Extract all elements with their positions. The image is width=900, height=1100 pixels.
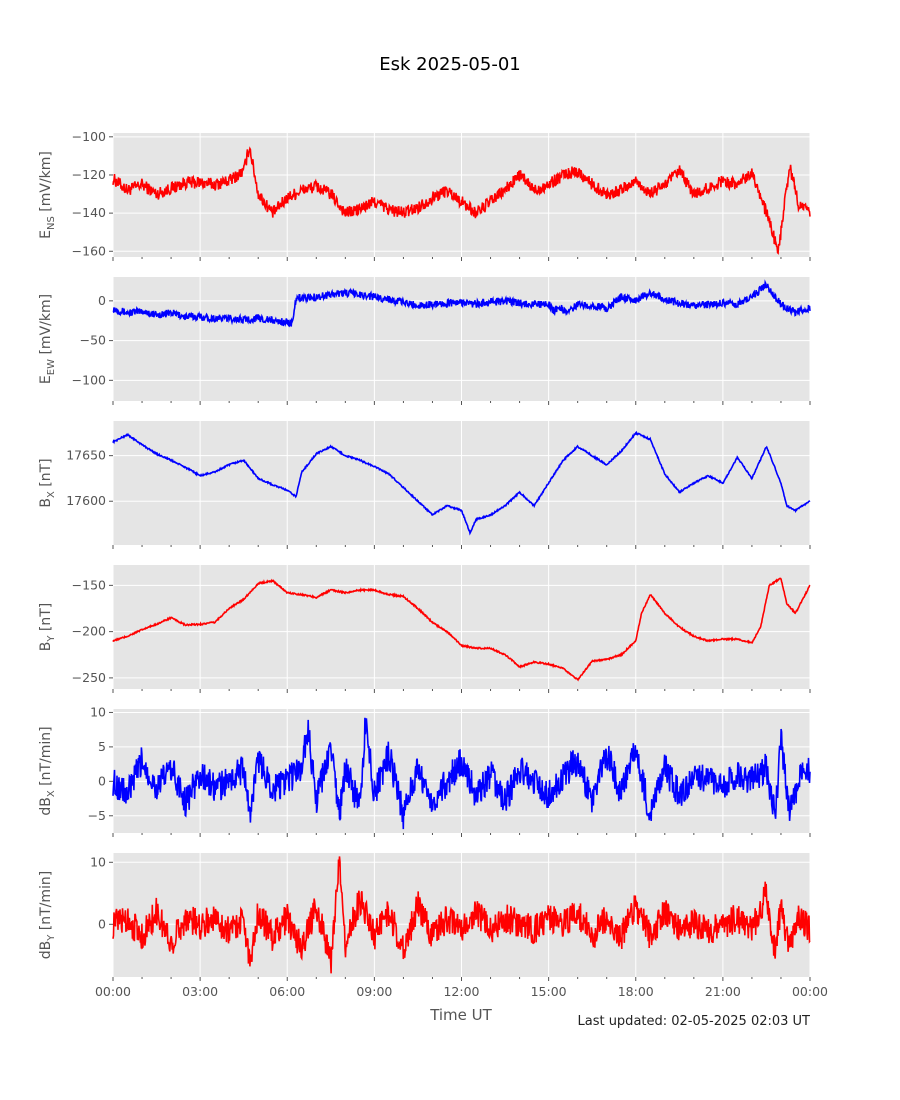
y-tick-label: 10 bbox=[90, 704, 106, 719]
y-tick-label: −150 bbox=[72, 577, 106, 592]
x-tick-label: 03:00 bbox=[182, 984, 218, 999]
y-axis-label: BX [nT] bbox=[38, 458, 57, 507]
y-tick-label: 10 bbox=[90, 854, 106, 869]
y-tick-label: −100 bbox=[72, 129, 106, 144]
y-tick-label: 17650 bbox=[66, 448, 106, 463]
y-tick-label: 0 bbox=[98, 773, 106, 788]
series-line bbox=[112, 279, 811, 328]
x-axis-label: Time UT bbox=[429, 1006, 492, 1024]
panel-6: 10 0 dBY [nT/min] 00:00 03:00 06:00 09:00 12:00… bbox=[38, 853, 828, 999]
panel-5: 10 5 0 −5 dBX [nT/min] bbox=[38, 704, 811, 837]
panel-4: −150 −200 −250 BY [nT] bbox=[38, 565, 811, 693]
series-line bbox=[112, 856, 811, 974]
x-tick-label: 21:00 bbox=[705, 984, 741, 999]
y-axis-label: dBY [nT/min] bbox=[38, 871, 57, 960]
x-tick-label: 00:00 bbox=[792, 984, 828, 999]
y-tick-label: −160 bbox=[72, 243, 106, 258]
y-tick-label: −250 bbox=[72, 670, 106, 685]
y-tick-label: 0 bbox=[98, 293, 106, 308]
x-tick-label: 09:00 bbox=[356, 984, 392, 999]
y-tick-label: −100 bbox=[72, 372, 106, 387]
y-tick-label: 5 bbox=[98, 739, 106, 754]
last-updated-text: Last updated: 02-05-2025 02:03 UT bbox=[577, 1014, 810, 1029]
x-tick-label: 12:00 bbox=[443, 984, 479, 999]
panel-1: −100 −120 −140 −160 ENS [mV/km] bbox=[38, 129, 811, 261]
series-line bbox=[112, 146, 811, 255]
panel-3: 17650 17600 BX [nT] bbox=[38, 421, 811, 549]
series-line bbox=[112, 430, 811, 536]
y-tick-label: −50 bbox=[80, 333, 106, 348]
panel-2: 0 −50 −100 EEW [mV/km] bbox=[38, 277, 811, 405]
x-tick-label: 00:00 bbox=[95, 984, 131, 999]
y-tick-label: 17600 bbox=[66, 493, 106, 508]
y-tick-label: −5 bbox=[88, 808, 106, 823]
series-line bbox=[112, 717, 811, 830]
y-tick-label: −140 bbox=[72, 205, 106, 220]
x-tick-label: 15:00 bbox=[531, 984, 567, 999]
y-axis-label: EEW [mV/km] bbox=[38, 294, 57, 384]
y-axis-label: dBX [nT/min] bbox=[38, 726, 57, 815]
y-axis-label: BY [nT] bbox=[38, 603, 57, 652]
x-tick-label: 06:00 bbox=[269, 984, 305, 999]
y-tick-label: −120 bbox=[72, 167, 106, 182]
series-line bbox=[112, 577, 811, 682]
chart-title: Esk 2025-05-01 bbox=[379, 54, 521, 75]
x-tick-label: 18:00 bbox=[618, 984, 654, 999]
y-tick-label: −200 bbox=[72, 624, 106, 639]
y-axis-label: ENS [mV/km] bbox=[38, 151, 57, 239]
y-tick-label: 0 bbox=[98, 916, 106, 931]
